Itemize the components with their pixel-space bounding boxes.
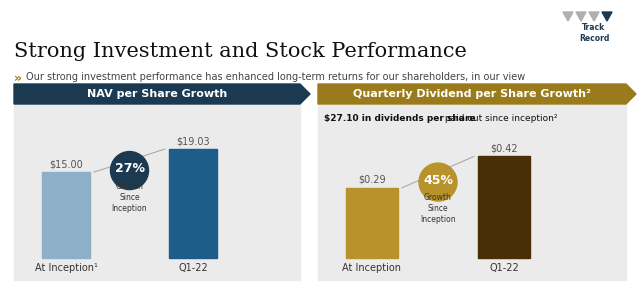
- Text: $15.00: $15.00: [49, 159, 83, 169]
- Polygon shape: [318, 84, 636, 104]
- Bar: [42, 172, 90, 258]
- Text: At Inception¹: At Inception¹: [35, 263, 97, 273]
- Circle shape: [419, 163, 457, 201]
- Bar: [346, 188, 398, 258]
- Polygon shape: [589, 12, 599, 21]
- Text: $27.10 in dividends per share: $27.10 in dividends per share: [324, 114, 476, 123]
- Polygon shape: [576, 12, 586, 21]
- Text: Quarterly Dividend per Share Growth²: Quarterly Dividend per Share Growth²: [353, 89, 591, 99]
- Text: 27%: 27%: [115, 162, 145, 175]
- Text: Q1-22: Q1-22: [489, 263, 519, 273]
- Text: $0.29: $0.29: [358, 175, 386, 185]
- Polygon shape: [602, 12, 612, 21]
- Text: At Inception: At Inception: [342, 263, 401, 273]
- Text: Q1-22: Q1-22: [178, 263, 208, 273]
- Text: Our strong investment performance has enhanced long-term returns for our shareho: Our strong investment performance has en…: [26, 72, 525, 82]
- Text: NAV per Share Growth: NAV per Share Growth: [87, 89, 227, 99]
- Text: Growth
Since
Inception: Growth Since Inception: [112, 181, 147, 213]
- Text: $0.42: $0.42: [490, 143, 518, 154]
- Text: paid out since inception²: paid out since inception²: [442, 114, 557, 123]
- Text: $19.03: $19.03: [176, 136, 210, 146]
- Text: Track
Record: Track Record: [579, 23, 609, 43]
- Circle shape: [111, 152, 148, 189]
- Text: Growth
Since
Inception: Growth Since Inception: [420, 193, 456, 224]
- Bar: [14, 104, 300, 280]
- Polygon shape: [14, 84, 310, 104]
- Bar: [169, 149, 217, 258]
- Bar: [318, 104, 626, 280]
- Text: »: »: [14, 72, 22, 85]
- Polygon shape: [563, 12, 573, 21]
- Bar: [478, 156, 530, 258]
- Text: 45%: 45%: [423, 173, 453, 187]
- Text: Strong Investment and Stock Performance: Strong Investment and Stock Performance: [14, 42, 467, 61]
